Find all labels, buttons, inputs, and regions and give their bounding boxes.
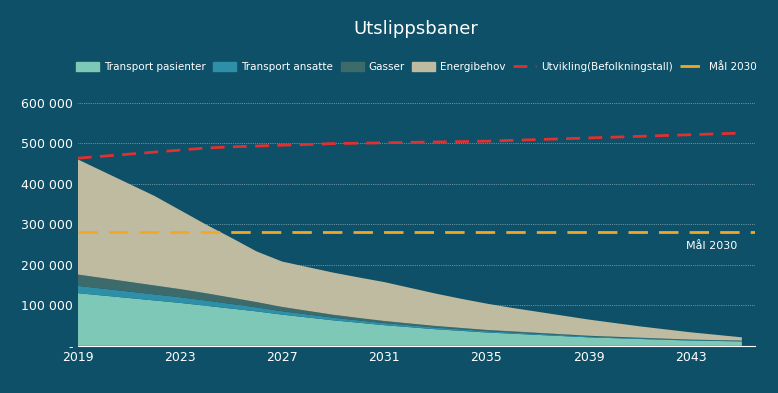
- Title: Utslippsbaner: Utslippsbaner: [354, 20, 478, 38]
- Legend: Transport pasienter, Transport ansatte, Gasser, Energibehov, Utvikling(Befolknin: Transport pasienter, Transport ansatte, …: [72, 58, 760, 76]
- Text: Mål 2030: Mål 2030: [685, 241, 737, 251]
